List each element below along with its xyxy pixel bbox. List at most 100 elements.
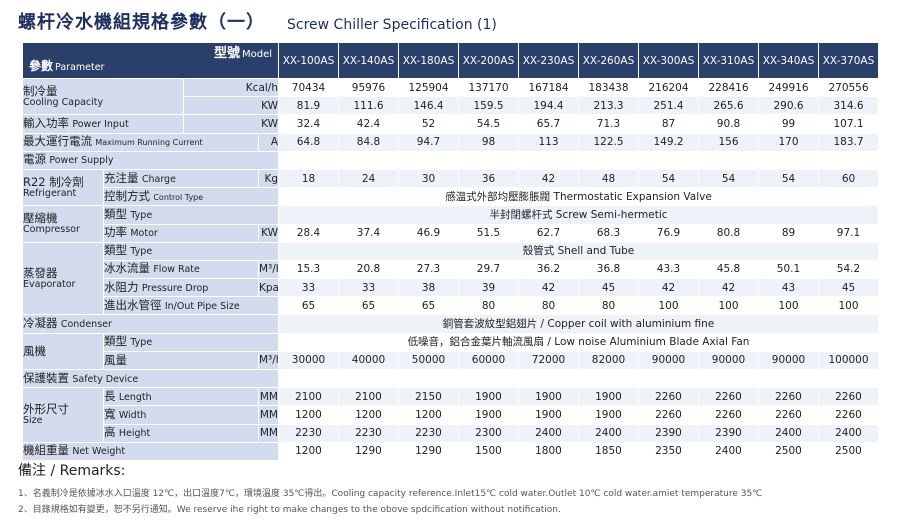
model-header: XX-230AS: [518, 42, 579, 79]
cell: 51.5: [458, 223, 519, 243]
cell: 80: [518, 296, 579, 316]
condenser-label: 冷凝器 Condenser: [22, 314, 279, 334]
cell: 64.8: [278, 132, 339, 152]
cell: 265.6: [698, 96, 759, 116]
unit-label: KW: [183, 114, 279, 134]
cell: 216204: [638, 77, 699, 98]
cell: 2400: [758, 423, 819, 443]
control-type-value: 感温式外部均壓膨脹閥 Thermostatic Expansion Valve: [278, 187, 879, 207]
cell: 42: [518, 168, 579, 189]
length-label: 長 Length: [103, 387, 259, 407]
cell: 1900: [518, 405, 579, 425]
cell: 2390: [698, 423, 759, 443]
power-supply-value: [278, 150, 879, 170]
cell: 62.7: [518, 223, 579, 243]
cell: 42: [518, 278, 579, 298]
air-volume-label: 風量: [103, 350, 259, 371]
cell: 36: [458, 168, 519, 189]
unit-label: A: [258, 132, 279, 152]
cell: 1200: [398, 405, 459, 425]
size-group-label: 外形尺寸 Size: [22, 387, 104, 443]
safety-device-row: 保護裝置 Safety Device: [22, 368, 879, 389]
compressor-type-row: 壓縮機 Compressor 類型 Type 半封閉螺杆式 Screw Semi-…: [22, 205, 879, 243]
cell: 2260: [698, 405, 759, 425]
cell: 1200: [278, 441, 339, 461]
safety-device-label: 保護裝置 Safety Device: [22, 368, 279, 389]
unit-label: MM: [258, 423, 279, 443]
refrigerant-control-row: 控制方式 Control Type 感温式外部均壓膨脹閥 Thermostati…: [23, 187, 879, 207]
title-english: Screw Chiller Specification (1): [287, 17, 497, 33]
safety-device-value: [278, 368, 879, 389]
model-header: XX-260AS: [578, 42, 639, 79]
cell: 38: [398, 278, 459, 298]
condenser-value: 銅管套波紋型鋁翅片 / Copper coil with aluminium f…: [278, 314, 879, 334]
height-label: 高 Height: [103, 423, 259, 443]
cell: 54: [698, 168, 759, 189]
motor-label: 功率 Motor: [103, 223, 259, 243]
cell: 249916: [758, 77, 819, 98]
unit-label: KW: [258, 223, 279, 243]
running-current-label: 最大運行電流 Maximum Running Current: [22, 132, 259, 152]
cell: 213.3: [578, 96, 639, 116]
remark-line: 2、目錄規格如有變更，恕不另行通知。We reserve ihe right t…: [18, 505, 561, 515]
cell: 183.7: [818, 132, 879, 152]
cell: 100: [638, 296, 699, 316]
cell: 52: [398, 114, 459, 134]
cell: 90.8: [698, 114, 759, 134]
cell: 54.2: [818, 259, 879, 280]
cell: 45: [818, 278, 879, 298]
cell: 2400: [518, 423, 579, 443]
power-supply-label: 電源 Power Supply: [22, 150, 279, 170]
cell: 29.7: [458, 259, 519, 280]
title-chinese: 螺杆冷水機組規格參數（一）: [18, 12, 265, 33]
evaporator-type-label: 類型 Type: [103, 241, 279, 261]
model-header: XX-180AS: [398, 42, 459, 79]
cell: 122.5: [578, 132, 639, 152]
cell: 42: [698, 278, 759, 298]
flow-rate-row: 冰水流量 Flow Rate M³/h 15.3 20.8 27.3 29.7 …: [23, 259, 879, 280]
cell: 1800: [518, 441, 579, 461]
cell: 149.2: [638, 132, 699, 152]
pipe-size-label: 進出水管徑 In/Out Pipe Size: [103, 296, 279, 316]
cell: 100: [758, 296, 819, 316]
net-weight-row: 機組重量 Net Weight 1200 1290 1290 1500 1800…: [22, 441, 879, 461]
cell: 27.3: [398, 259, 459, 280]
unit-label: Kcal/h: [183, 77, 279, 98]
cell: 2500: [758, 441, 819, 461]
cell: 1850: [578, 441, 639, 461]
cell: 50000: [398, 350, 459, 371]
air-volume-row: 風量 M³/h 30000 40000 50000 60000 72000 82…: [23, 350, 879, 371]
power-input-label: 輸入功率 Power Input: [22, 114, 184, 134]
fan-group-label: 風機: [22, 332, 104, 371]
cell: 1200: [338, 405, 399, 425]
unit-label: Kg: [258, 168, 279, 189]
cell: 194.4: [518, 96, 579, 116]
cell: 94.7: [398, 132, 459, 152]
cell: 1290: [398, 441, 459, 461]
cell: 37.4: [338, 223, 399, 243]
cell: 2230: [338, 423, 399, 443]
cell: 45.8: [698, 259, 759, 280]
cell: 18: [278, 168, 339, 189]
model-header: XX-310AS: [698, 42, 759, 79]
fan-type-label: 類型 Type: [103, 332, 279, 352]
cell: 33: [278, 278, 339, 298]
model-header: XX-340AS: [758, 42, 819, 79]
cell: 80: [578, 296, 639, 316]
cell: 42.4: [338, 114, 399, 134]
cell: 81.9: [278, 96, 339, 116]
cell: 2150: [398, 387, 459, 407]
cell: 54.5: [458, 114, 519, 134]
remarks: 備注 / Remarks: 1、名義制冷是依據冰水入口溫度 12℃，出口溫度7℃…: [18, 460, 762, 518]
cell: 2260: [638, 405, 699, 425]
cell: 2260: [758, 405, 819, 425]
unit-label: MM: [258, 405, 279, 425]
cell: 167184: [518, 77, 579, 98]
pipe-size-row: 進出水管徑 In/Out Pipe Size 65 65 65 80 80 80…: [23, 296, 879, 316]
cell: 107.1: [818, 114, 879, 134]
cell: 80: [458, 296, 519, 316]
cell: 2300: [458, 423, 519, 443]
cell: 36.8: [578, 259, 639, 280]
cell: 183438: [578, 77, 639, 98]
running-current-row: 最大運行電流 Maximum Running Current A 64.8 84…: [22, 132, 879, 152]
